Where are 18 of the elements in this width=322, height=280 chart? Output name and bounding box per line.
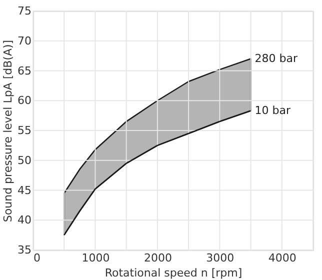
y-tick-label: 70 — [18, 34, 32, 48]
x-axis-title: Rotational speed n [rpm] — [104, 266, 242, 280]
y-tick-label: 55 — [18, 124, 32, 137]
y-tick-label: 40 — [18, 214, 32, 227]
y-tick-label: 50 — [18, 154, 32, 167]
series-label: 10 bar — [254, 104, 291, 117]
x-tick-label: 2000 — [144, 252, 172, 264]
y-axis-title: Sound pressure level LpA [dB(A)] — [2, 40, 15, 222]
x-tick-label: 1000 — [82, 252, 110, 264]
x-tick-label: 3000 — [206, 252, 234, 264]
series-label: 280 bar — [254, 52, 298, 65]
y-tick-label: 75 — [18, 4, 32, 18]
x-tick-label: 4000 — [268, 252, 296, 264]
y-tick-label: 35 — [18, 244, 32, 256]
y-tick-label: 45 — [18, 184, 32, 197]
y-tick-label: 60 — [18, 94, 32, 108]
y-tick-label: 65 — [18, 64, 32, 78]
x-tick-label: 0 — [34, 252, 40, 264]
